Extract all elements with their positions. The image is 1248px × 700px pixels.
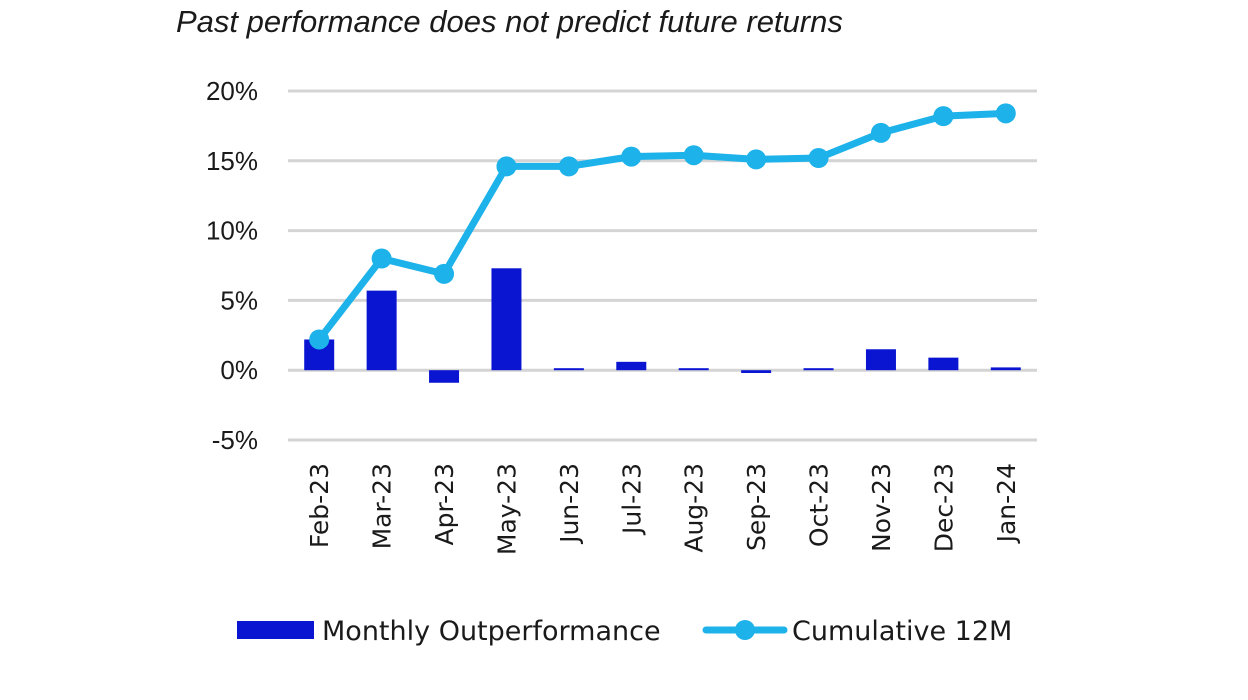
x-tick-label: May-23 <box>492 463 521 555</box>
cumulative-point <box>496 156 517 177</box>
cumulative-point <box>621 146 642 167</box>
cumulative-point <box>434 263 455 284</box>
legend-label-monthly: Monthly Outperformance <box>322 616 661 647</box>
bar-monthly-outperformance <box>803 368 834 371</box>
y-tick-label: 5% <box>220 285 258 315</box>
y-tick-label: 10% <box>206 216 258 246</box>
x-axis-ticks: Feb-23 Mar-23 Apr-23 May-23 Jun-23 Jul-23 Aug-… <box>305 463 1021 555</box>
cumulative-point <box>808 148 829 169</box>
y-tick-label: 0% <box>220 355 258 385</box>
bar-monthly-outperformance <box>616 361 647 371</box>
x-tick-label: Jul-23 <box>617 463 646 536</box>
bar-series <box>304 268 1021 383</box>
x-tick-label: Apr-23 <box>430 463 459 545</box>
cumulative-point <box>746 149 767 170</box>
bar-monthly-outperformance <box>678 368 709 371</box>
legend-label-cumulative: Cumulative 12M <box>792 616 1012 647</box>
bar-monthly-outperformance <box>429 370 460 383</box>
y-tick-label: 15% <box>206 146 258 176</box>
legend: Monthly Outperformance Cumulative 12M <box>237 616 1012 647</box>
cumulative-point <box>683 145 704 166</box>
x-tick-label: Sep-23 <box>742 463 771 551</box>
cumulative-point <box>371 248 392 269</box>
line-series <box>309 103 1016 350</box>
cumulative-point <box>309 329 330 350</box>
y-axis-ticks: 20% 15% 10% 5% 0% -5% <box>206 76 258 455</box>
y-tick-label: -5% <box>212 425 258 455</box>
y-tick-label: 20% <box>206 76 258 106</box>
x-tick-label: Oct-23 <box>805 463 834 547</box>
bar-monthly-outperformance <box>366 290 397 371</box>
legend-swatch-marker <box>735 620 755 640</box>
x-tick-label: Nov-23 <box>867 463 896 552</box>
legend-swatch-bar <box>237 621 314 639</box>
x-tick-label: Mar-23 <box>368 463 397 549</box>
cumulative-point <box>995 103 1016 124</box>
bar-monthly-outperformance <box>928 357 959 371</box>
bar-monthly-outperformance <box>491 268 522 371</box>
x-tick-label: Aug-23 <box>680 463 709 553</box>
x-tick-label: Jan-24 <box>992 463 1021 544</box>
bar-monthly-outperformance <box>553 368 584 371</box>
cumulative-point <box>933 106 954 127</box>
cumulative-line <box>315 109 1010 343</box>
bar-monthly-outperformance <box>865 349 896 371</box>
x-tick-label: Dec-23 <box>929 463 958 552</box>
x-tick-label: Jun-23 <box>555 463 584 545</box>
bar-monthly-outperformance <box>990 367 1021 371</box>
bar-monthly-outperformance <box>741 370 772 373</box>
cumulative-point <box>558 156 579 177</box>
chart-title: Past performance does not predict future… <box>176 4 843 39</box>
cumulative-point <box>870 122 891 143</box>
x-tick-label: Feb-23 <box>305 463 334 548</box>
gridlines <box>288 89 1037 442</box>
